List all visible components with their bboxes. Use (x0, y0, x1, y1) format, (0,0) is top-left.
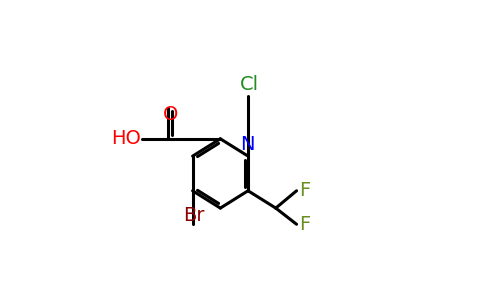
Text: Cl: Cl (240, 75, 259, 94)
Text: Br: Br (183, 206, 205, 225)
Text: F: F (299, 215, 310, 234)
Text: O: O (163, 105, 178, 124)
Text: N: N (241, 135, 255, 154)
Text: HO: HO (111, 129, 141, 148)
Text: F: F (299, 181, 310, 200)
